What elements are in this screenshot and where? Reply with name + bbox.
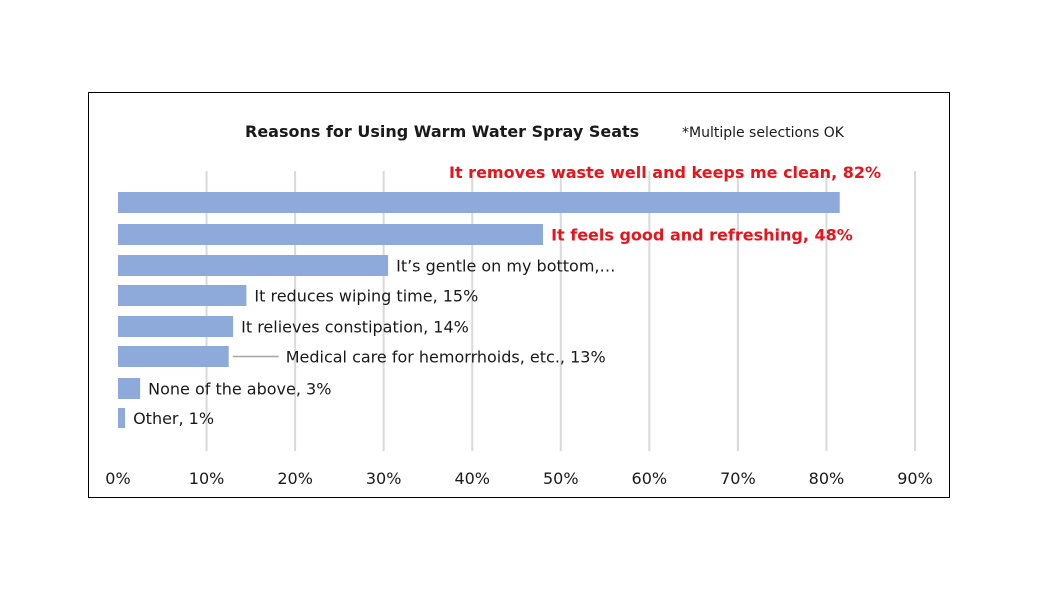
bar (118, 255, 388, 276)
x-tick-label: 90% (897, 469, 933, 488)
x-tick-label: 0% (105, 469, 130, 488)
bar (118, 316, 233, 337)
chart-frame: Reasons for Using Warm Water Spray Seats… (88, 92, 950, 498)
bar (118, 378, 140, 399)
x-tick-label: 50% (543, 469, 579, 488)
bar (118, 224, 543, 245)
bar (118, 408, 125, 428)
chart-title: Reasons for Using Warm Water Spray Seats (245, 122, 639, 141)
x-tick-label: 80% (809, 469, 845, 488)
bar (118, 192, 840, 213)
data-label: It feels good and refreshing, 48% (551, 226, 853, 245)
data-label: Other, 1% (133, 409, 214, 428)
bar (118, 285, 246, 306)
x-tick-label: 40% (454, 469, 490, 488)
chart-subtitle: *Multiple selections OK (682, 125, 845, 141)
x-tick-label: 20% (277, 469, 313, 488)
data-label: None of the above, 3% (148, 380, 331, 399)
bar (118, 346, 229, 367)
x-axis-ticks: 0% 10% 20% 30% 40% 50% 60% 70% 80% 90% (105, 469, 932, 488)
x-tick-label: 30% (366, 469, 402, 488)
data-label: It reduces wiping time, 15% (254, 287, 478, 306)
data-label: Medical care for hemorrhoids, etc., 13% (286, 348, 606, 367)
data-label: It’s gentle on my bottom,… (396, 257, 615, 276)
x-tick-label: 70% (720, 469, 756, 488)
bar-chart: Reasons for Using Warm Water Spray Seats… (89, 93, 949, 497)
data-label: It relieves constipation, 14% (241, 318, 469, 337)
x-tick-label: 60% (632, 469, 668, 488)
data-label: It removes waste well and keeps me clean… (449, 163, 881, 182)
x-tick-label: 10% (189, 469, 225, 488)
